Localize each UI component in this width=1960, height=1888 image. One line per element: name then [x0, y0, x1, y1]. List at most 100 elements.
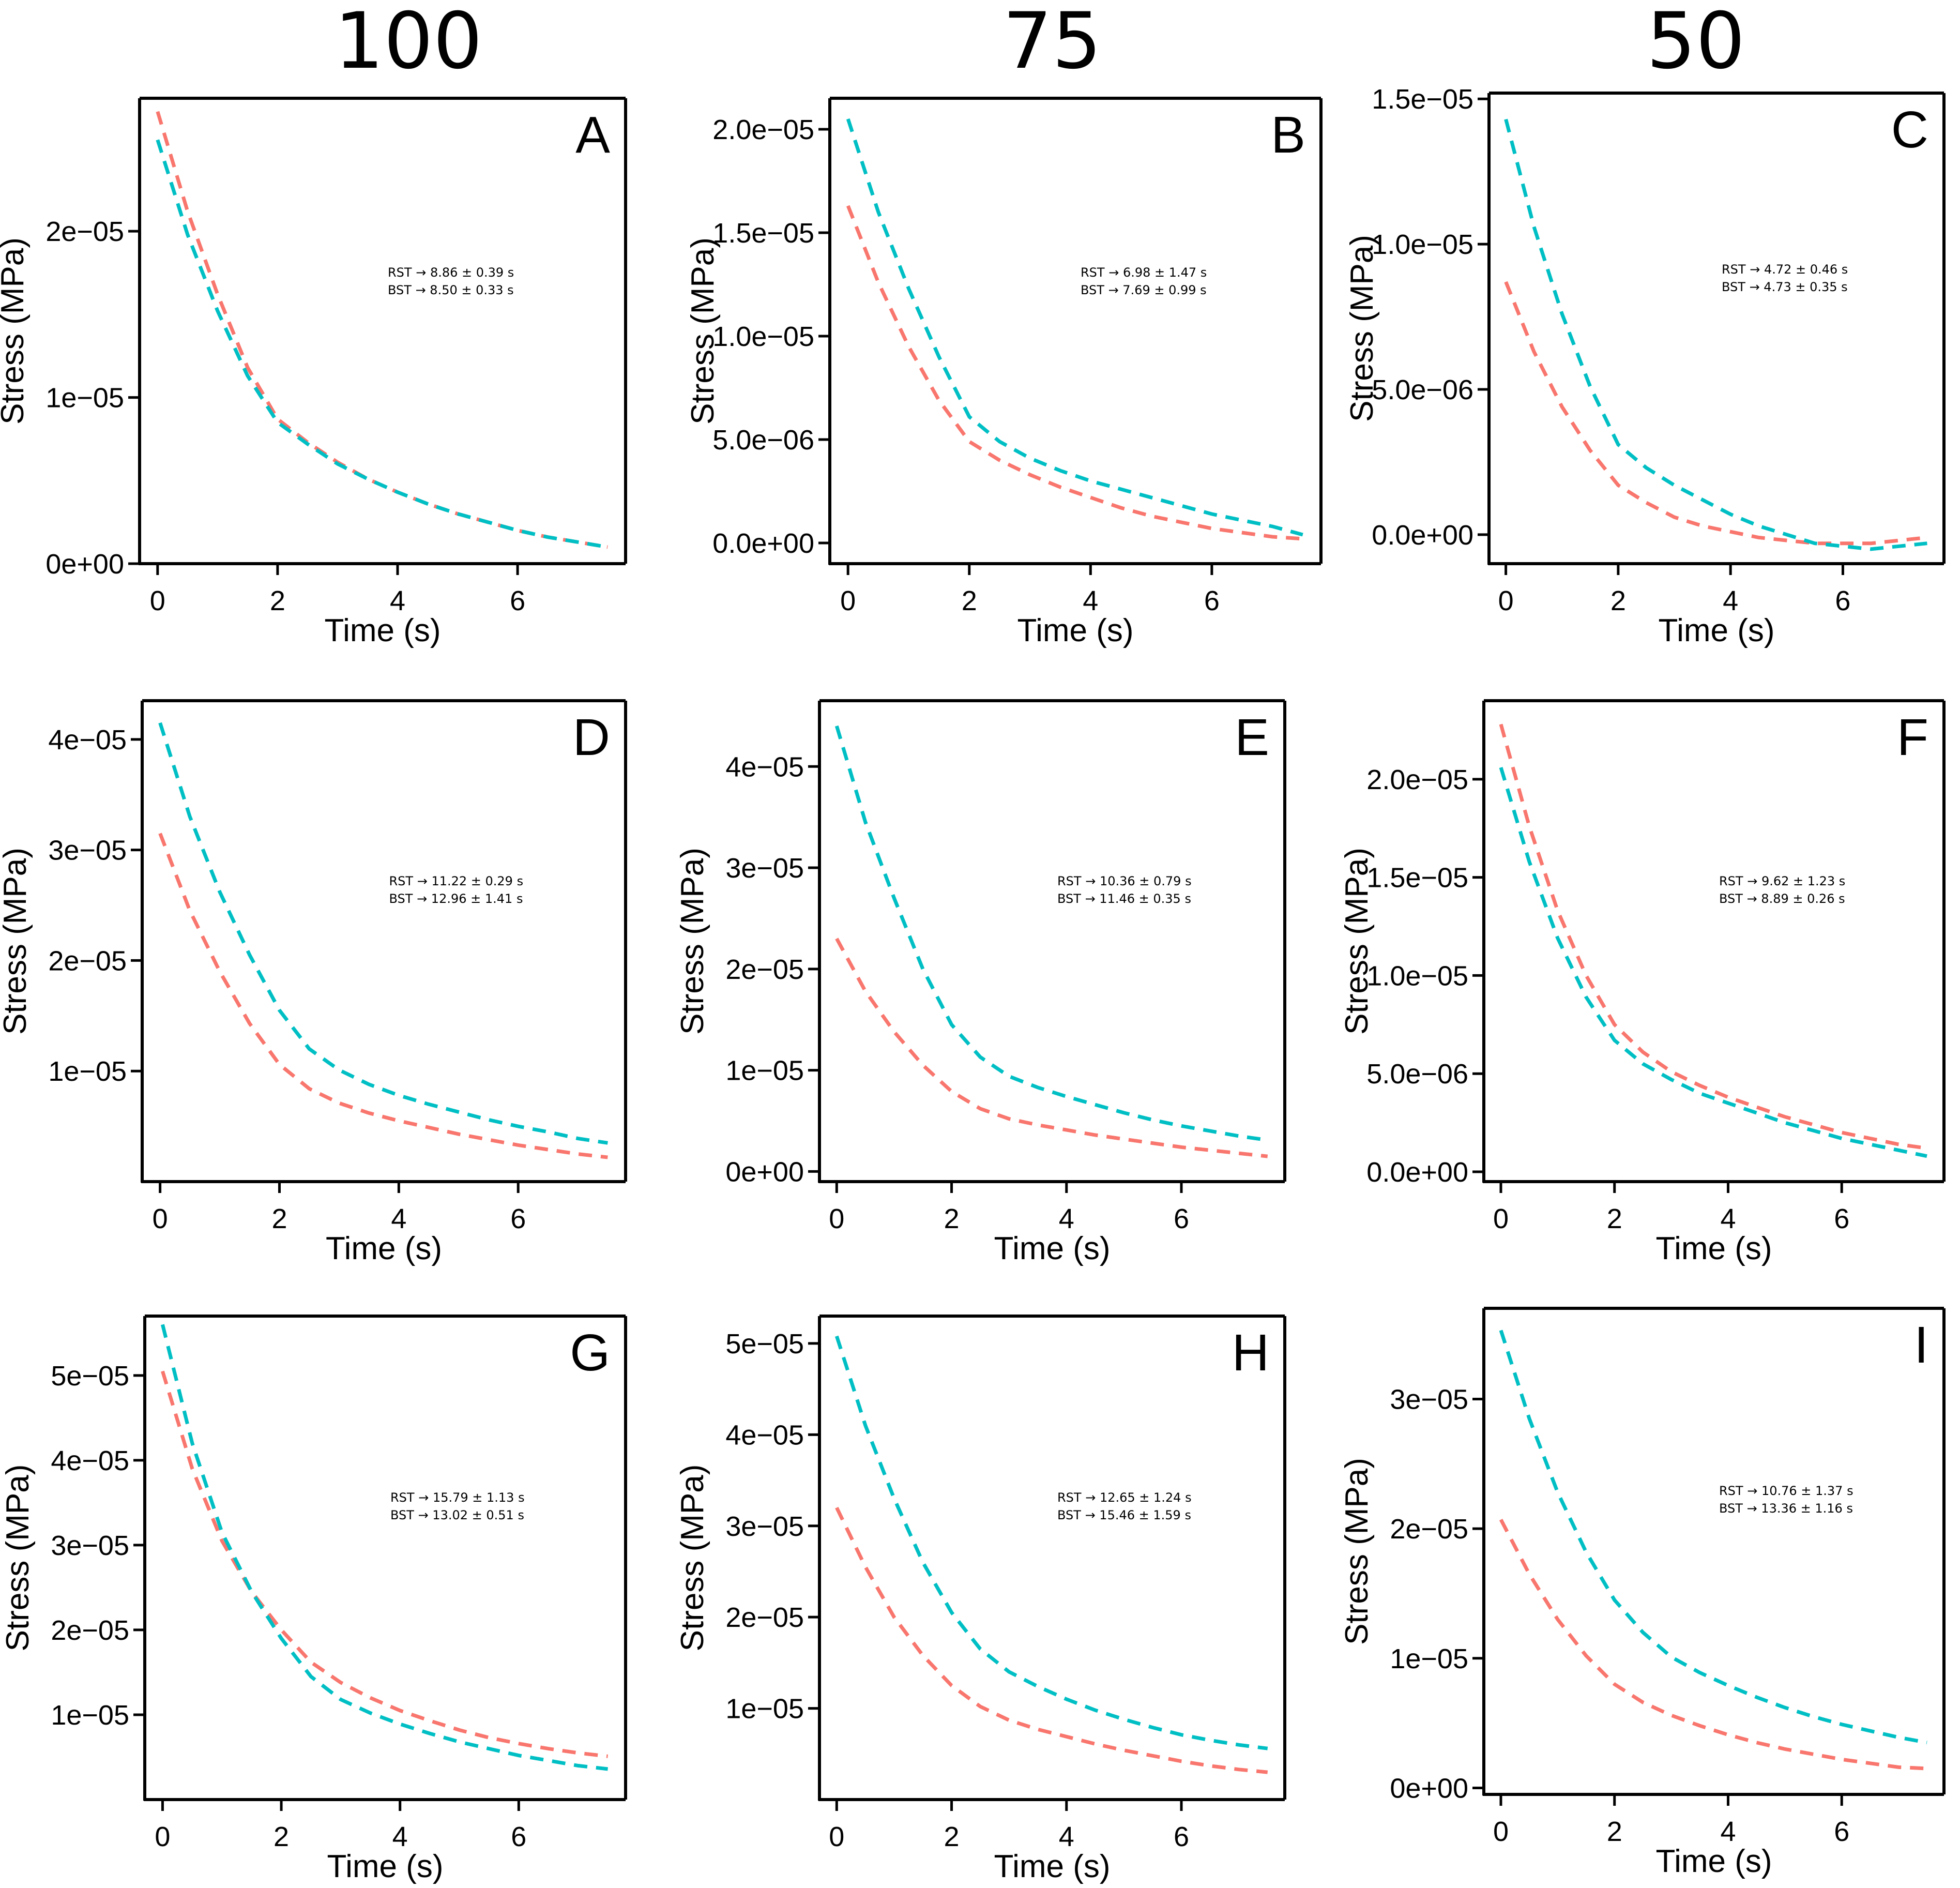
annotation-d: RST → 11.22 ± 0.29 s BST → 12.96 ± 1.41 s [389, 874, 524, 906]
series-line-rst-f [1499, 723, 1927, 1150]
y-tick-label-g: 3e−05 [51, 1530, 129, 1561]
y-axis-title-b: Stress (MPa) [685, 237, 721, 425]
y-tick-label-h: 3e−05 [725, 1511, 804, 1542]
y-tick-label-e: 0e+00 [725, 1156, 804, 1187]
y-axis-title-i: Stress (MPa) [1339, 1458, 1375, 1645]
y-tick-label-h: 5e−05 [725, 1328, 804, 1360]
x-tick-label-f: 4 [1720, 1203, 1736, 1234]
y-tick-label-b: 0.0e+00 [712, 528, 814, 559]
y-axis-title-f: Stress (MPa) [1339, 848, 1375, 1035]
x-tick-label-a: 6 [510, 585, 525, 616]
x-tick-label-e: 0 [829, 1203, 844, 1234]
x-axis-title-b: Time (s) [1017, 613, 1134, 648]
y-axis-title-e: Stress (MPa) [675, 848, 710, 1035]
series-line-bst-e [834, 725, 1268, 1142]
x-tick-label-g: 0 [155, 1821, 170, 1852]
x-tick-label-d: 6 [510, 1203, 526, 1234]
y-tick-label-b: 5.0e−06 [712, 425, 814, 456]
annotation-line-d: BST → 12.96 ± 1.41 s [389, 892, 523, 906]
annotation-line-b: BST → 7.69 ± 0.99 s [1081, 283, 1207, 297]
x-axis-title-i: Time (s) [1656, 1844, 1772, 1879]
column-header-75: 75 [1002, 0, 1102, 86]
y-axis-title-c: Stress (MPa) [1344, 235, 1380, 422]
y-tick-label-c: 0.0e+00 [1372, 520, 1473, 551]
annotation-line-a: BST → 8.50 ± 0.33 s [388, 283, 514, 297]
panel-b: 0 2 4 6 0.0e+00 5.0e−06 1.0e−05 1.5e−05 2.0e−05 T… [685, 97, 1323, 648]
y-tick-label-b: 1.0e−05 [712, 321, 814, 352]
y-tick-label-f: 1.5e−05 [1366, 863, 1468, 894]
x-axis-title-c: Time (s) [1659, 613, 1775, 648]
y-tick-label-g: 4e−05 [51, 1445, 129, 1476]
panel-h: 0 2 4 6 1e−05 2e−05 3e−05 4e−05 5e−05 Time (s) Str… [675, 1315, 1286, 1884]
y-tick-label-a: 0e+00 [45, 549, 124, 580]
panel-letter-c: C [1891, 101, 1928, 159]
annotation-line-f: BST → 8.89 ± 0.26 s [1719, 892, 1845, 906]
x-tick-label-b: 2 [962, 585, 977, 616]
panel-i: 0 2 4 6 0e+00 1e−05 2e−05 3e−05 Time (s) Stress (… [1339, 1307, 1946, 1879]
y-tick-label-f: 0.0e+00 [1366, 1157, 1468, 1188]
annotation-e: RST → 10.36 ± 0.79 s BST → 11.46 ± 0.35 s [1057, 874, 1192, 906]
annotation-line-f: RST → 9.62 ± 1.23 s [1719, 874, 1845, 888]
annotation-line-i: RST → 10.76 ± 1.37 s [1719, 1484, 1853, 1498]
x-axis-title-g: Time (s) [327, 1849, 444, 1884]
y-tick-label-d: 4e−05 [48, 724, 127, 756]
annotation-line-g: RST → 15.79 ± 1.13 s [390, 1490, 525, 1505]
x-tick-label-b: 4 [1083, 585, 1098, 616]
x-axis-title-d: Time (s) [326, 1231, 442, 1266]
panel-c: 0 2 4 6 0.0e+00 5.0e−06 1.0e−05 1.5e−05 Time (s)… [1344, 84, 1946, 648]
y-tick-label-e: 1e−05 [725, 1055, 804, 1086]
column-header-50: 50 [1646, 0, 1745, 86]
annotation-line-d: RST → 11.22 ± 0.29 s [389, 874, 524, 888]
x-tick-label-b: 0 [840, 585, 856, 616]
x-tick-label-c: 2 [1610, 585, 1626, 616]
x-tick-label-f: 6 [1834, 1203, 1849, 1234]
panel-letter-a: A [575, 106, 610, 164]
annotation-line-g: BST → 13.02 ± 0.51 s [390, 1508, 524, 1522]
series-line-rst-i [1499, 1518, 1927, 1771]
y-tick-label-b: 1.5e−05 [712, 218, 814, 249]
panel-letter-h: H [1232, 1324, 1269, 1382]
series-line-rst-h [835, 1506, 1268, 1774]
panel-letter-g: G [570, 1324, 610, 1382]
x-tick-label-f: 2 [1607, 1203, 1622, 1234]
x-tick-label-a: 4 [390, 585, 405, 616]
series-line-rst-c [1504, 281, 1927, 546]
x-tick-label-d: 2 [271, 1203, 287, 1234]
annotation-f: RST → 9.62 ± 1.23 s BST → 8.89 ± 0.26 s [1719, 874, 1845, 906]
y-tick-label-c: 1.0e−05 [1372, 229, 1473, 260]
series-line-bst-f [1499, 767, 1927, 1158]
series-line-rst-b [846, 205, 1303, 541]
annotation-line-a: RST → 8.86 ± 0.39 s [388, 265, 514, 280]
annotation-g: RST → 15.79 ± 1.13 s BST → 13.02 ± 0.51 s [390, 1490, 525, 1522]
y-tick-label-g: 5e−05 [51, 1361, 129, 1392]
series-line-rst-d [158, 833, 608, 1159]
series-line-bst-a [156, 139, 608, 549]
y-tick-label-f: 5.0e−06 [1366, 1059, 1468, 1090]
y-tick-label-h: 4e−05 [725, 1419, 804, 1451]
y-tick-label-i: 3e−05 [1390, 1384, 1468, 1415]
y-axis-title-d: Stress (MPa) [0, 848, 33, 1035]
annotation-line-b: RST → 6.98 ± 1.47 s [1081, 265, 1207, 280]
annotation-line-h: BST → 15.46 ± 1.59 s [1057, 1508, 1191, 1522]
panel-d: 0 2 4 6 1e−05 2e−05 3e−05 4e−05 Time (s) Stress (… [0, 699, 627, 1266]
y-tick-label-d: 3e−05 [48, 835, 127, 866]
y-tick-label-a: 2e−05 [45, 216, 124, 247]
annotation-line-c: BST → 4.73 ± 0.35 s [1722, 280, 1848, 294]
panel-letter-e: E [1235, 708, 1269, 766]
x-tick-label-d: 4 [391, 1203, 406, 1234]
y-tick-label-e: 3e−05 [725, 853, 804, 884]
y-axis-title-h: Stress (MPa) [675, 1464, 710, 1652]
y-tick-label-g: 2e−05 [51, 1615, 129, 1646]
y-tick-label-c: 5.0e−06 [1372, 374, 1473, 405]
x-axis-title-h: Time (s) [994, 1849, 1111, 1884]
y-tick-label-e: 4e−05 [725, 751, 804, 782]
y-tick-label-d: 2e−05 [48, 945, 127, 976]
annotation-b: RST → 6.98 ± 1.47 s BST → 7.69 ± 0.99 s [1081, 265, 1207, 297]
panel-letter-d: D [573, 708, 610, 766]
x-tick-label-i: 4 [1720, 1816, 1736, 1847]
y-tick-label-d: 1e−05 [48, 1056, 127, 1087]
x-axis-title-a: Time (s) [325, 613, 441, 648]
annotation-line-e: BST → 11.46 ± 0.35 s [1057, 892, 1191, 906]
